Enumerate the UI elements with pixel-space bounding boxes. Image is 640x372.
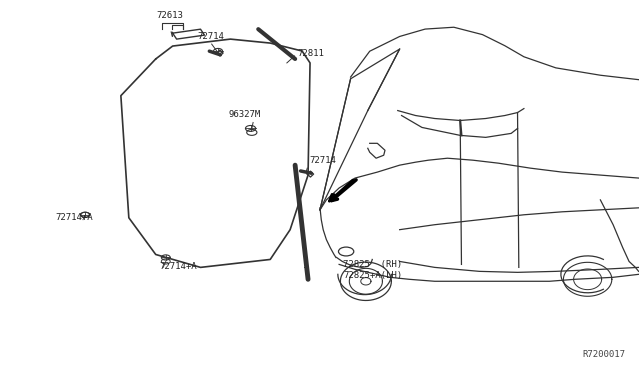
Text: 72613: 72613 [157,11,184,20]
Text: 72811: 72811 [298,48,324,58]
Text: 72714: 72714 [197,32,224,41]
Text: R7200017: R7200017 [583,350,626,359]
Text: 72825+A(LH): 72825+A(LH) [343,271,402,280]
Text: 72825  (RH): 72825 (RH) [343,260,402,269]
Text: 72714+A: 72714+A [56,213,93,222]
Text: 72714: 72714 [309,156,336,165]
Text: 72714+A: 72714+A [159,262,197,271]
Text: 96327M: 96327M [228,109,261,119]
